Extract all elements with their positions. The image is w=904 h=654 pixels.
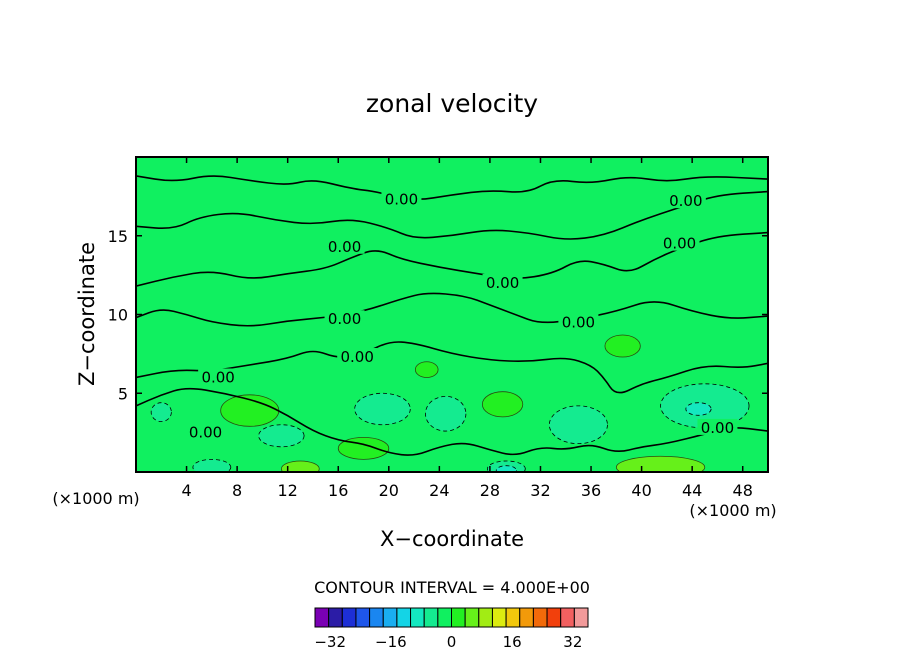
contour-label-bg-5: [337, 348, 378, 365]
contour-region-16: [495, 465, 517, 472]
contour-label-bg-6: [198, 368, 239, 385]
colorbar-tick-label-0: −32: [314, 633, 346, 651]
colorbar-tick-label-2: 0: [447, 633, 457, 651]
colorbar-cell-12: [478, 607, 493, 628]
contour-label-7: 0.00: [669, 192, 702, 210]
colorbar-cell-15: [519, 607, 534, 628]
colorbar-cell-0: [314, 607, 330, 628]
contour-labels: 0.00 0.00 0.00 0.00 0.00 0.00 0.00 0.00 0.00 0.00…: [185, 190, 738, 442]
contour-region-15: [685, 402, 712, 416]
contour-label-3: 0.00: [328, 310, 361, 328]
x-tick-label-24: 24: [429, 481, 449, 500]
contour-label-4: 0.00: [562, 313, 595, 331]
colorbar-cell-6: [396, 607, 412, 628]
contour-region-13: [615, 455, 706, 472]
contour-region-12: [192, 459, 232, 472]
x-tick-label-4: 4: [181, 481, 191, 500]
colorbar-cell-18: [560, 607, 575, 628]
contour-interval-text: CONTOUR INTERVAL = 4.000E+00: [314, 578, 590, 597]
contour-label-bg-1: [324, 237, 365, 254]
x-tick-label-20: 20: [379, 481, 399, 500]
contour-region-6: [425, 395, 467, 432]
contour-label-bg-9: [185, 423, 226, 440]
y-tick-label-5: 5: [118, 384, 128, 403]
colorbar-cell-10: [451, 607, 466, 628]
zero-contour-line-2: [136, 231, 768, 287]
x-tick-label-16: 16: [328, 481, 348, 500]
contour-label-bg-7: [665, 192, 706, 209]
contour-region-5: [354, 392, 411, 426]
contour-region-3: [604, 334, 641, 358]
x-axis-label: X−coordinate: [380, 527, 524, 551]
contour-label-1: 0.00: [328, 238, 361, 256]
colorbar: [314, 607, 589, 628]
contour-label-10: 0.00: [701, 419, 734, 437]
colorbar-cell-8: [423, 607, 439, 628]
zero-contour-line-1: [136, 190, 768, 240]
colorbar-cell-3: [355, 607, 371, 628]
contour-label-6: 0.00: [201, 369, 234, 387]
contour-region-14: [280, 460, 320, 472]
colorbar-cell-7: [410, 607, 425, 628]
x-tick-label-32: 32: [530, 481, 550, 500]
x-tick-label-36: 36: [581, 481, 601, 500]
contour-label-9: 0.00: [189, 424, 222, 442]
y-axis-ticks: 5 10 15: [108, 227, 768, 403]
contour-region-7: [548, 405, 608, 445]
colorbar-cell-13: [491, 607, 507, 628]
colorbar-tick-labels: −32 −16 0 16 32: [314, 633, 582, 651]
contour-region-1: [414, 361, 439, 378]
chart-title: zonal velocity: [366, 89, 538, 118]
contour-region-9: [258, 424, 305, 448]
contour-region-11: [150, 402, 172, 422]
colorbar-cell-4: [369, 607, 384, 628]
zero-contour-line-3: [136, 292, 768, 327]
x-tick-label-8: 8: [232, 481, 242, 500]
colorbar-cell-17: [546, 607, 562, 628]
x-axis-ticks: 4 8 12 16 20 24 28 32 36 40 44 48: [181, 157, 753, 500]
contour-label-bg-3: [324, 310, 365, 327]
colorbar-cell-2: [341, 607, 357, 628]
x-tick-label-28: 28: [480, 481, 500, 500]
contour-label-bg-8: [659, 234, 700, 251]
colorbar-cell-11: [464, 607, 480, 628]
x-unit-left: (×1000 m): [52, 489, 139, 508]
colorbar-cell-9: [437, 607, 453, 628]
x-unit-right: (×1000 m): [689, 501, 776, 520]
colorbar-tick-label-1: −16: [375, 633, 407, 651]
colorbar-cell-5: [382, 607, 398, 628]
x-tick-label-12: 12: [278, 481, 298, 500]
zero-contour-line-5: [136, 387, 768, 456]
contour-label-bg-4: [558, 313, 599, 330]
colorbar-tick-label-4: 32: [563, 633, 582, 651]
zero-contour-line-4: [136, 341, 768, 394]
y-tick-label-10: 10: [108, 306, 128, 325]
x-tick-label-44: 44: [682, 481, 702, 500]
x-tick-label-48: 48: [733, 481, 753, 500]
contour-label-bg-2: [482, 274, 523, 290]
contour-region-2: [481, 391, 524, 418]
contour-label-8: 0.00: [663, 235, 696, 253]
colorbar-cell-19: [573, 607, 589, 628]
contour-label-0: 0.00: [385, 191, 418, 209]
contour-label-bg-10: [697, 418, 738, 435]
plot-area: 0.00 0.00 0.00 0.00 0.00 0.00 0.00 0.00 0.00 0.00…: [135, 156, 769, 473]
colorbar-cell-14: [505, 607, 521, 628]
contour-label-bg-0: [381, 190, 422, 207]
contour-label-2: 0.00: [486, 274, 519, 292]
x-tick-label-40: 40: [631, 481, 651, 500]
colorbar-cell-1: [328, 607, 343, 628]
y-axis-label: Z−coordinate: [75, 242, 99, 386]
y-tick-label-15: 15: [108, 227, 128, 246]
colorbar-tick-label-3: 16: [503, 633, 522, 651]
contour-regions: [150, 334, 750, 472]
contour-label-5: 0.00: [340, 348, 373, 366]
colorbar-cell-16: [532, 607, 548, 628]
